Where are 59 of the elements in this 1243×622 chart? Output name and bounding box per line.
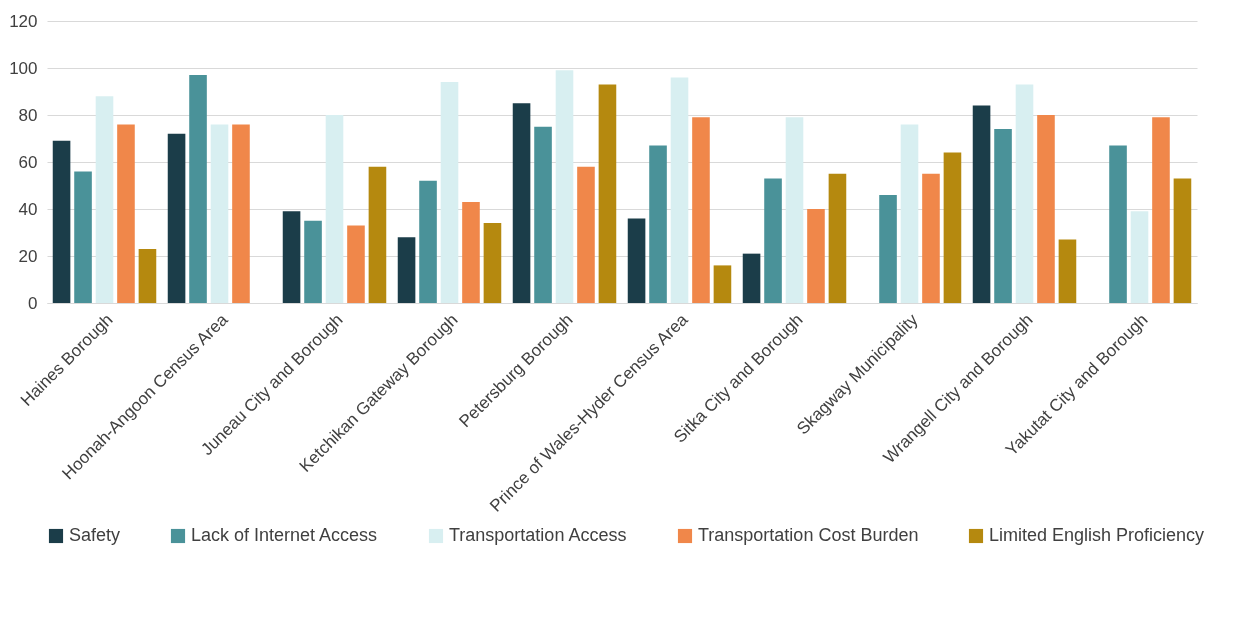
bar (994, 129, 1012, 303)
bar (692, 117, 710, 303)
bar (972, 105, 991, 303)
bar (440, 82, 459, 303)
y-tick-label: 100 (9, 58, 38, 78)
bar (167, 133, 186, 303)
y-tick-label: 80 (18, 105, 38, 125)
bar (649, 145, 667, 303)
bar (304, 220, 322, 303)
bar (512, 103, 531, 303)
bar (1109, 145, 1127, 303)
bar (598, 84, 617, 303)
bar (1037, 115, 1055, 303)
bar (419, 180, 437, 303)
bar (462, 201, 480, 303)
y-tick-label: 20 (18, 246, 38, 266)
bar (555, 70, 574, 303)
bar (347, 225, 365, 303)
bar (189, 75, 207, 303)
bar (397, 237, 416, 303)
legend-label: Transportation Access (449, 525, 627, 545)
bar (1173, 178, 1192, 303)
bar (764, 178, 782, 303)
y-tick-label: 40 (18, 199, 38, 219)
bar (210, 124, 229, 303)
bar (534, 126, 552, 303)
bar (138, 248, 157, 303)
bar (577, 166, 595, 303)
bar (1015, 84, 1034, 303)
bar (1130, 211, 1149, 303)
bar (828, 173, 847, 303)
bar (742, 253, 761, 303)
y-tick-label: 120 (9, 11, 38, 31)
bar (922, 173, 940, 303)
bar (232, 124, 250, 303)
bar (1152, 117, 1170, 303)
bar (74, 171, 92, 303)
bar (1058, 239, 1077, 303)
bar (713, 265, 732, 303)
bar (95, 96, 114, 303)
bar (785, 117, 804, 303)
legend-label: Transportation Cost Burden (698, 525, 919, 545)
bar (282, 211, 301, 303)
bar (627, 218, 646, 303)
y-tick-label: 0 (28, 293, 38, 313)
bar (325, 115, 344, 303)
bar (117, 124, 135, 303)
bar (807, 209, 825, 303)
bar (483, 223, 502, 303)
bar (670, 77, 689, 303)
bar (879, 194, 897, 303)
legend-label: Lack of Internet Access (191, 525, 378, 545)
bar (368, 166, 387, 303)
legend-label: Limited English Proficiency (989, 525, 1205, 545)
bar (52, 140, 71, 303)
bar (943, 152, 962, 303)
bar (900, 124, 919, 303)
legend-label: Safety (69, 525, 121, 545)
y-tick-label: 60 (18, 152, 38, 172)
